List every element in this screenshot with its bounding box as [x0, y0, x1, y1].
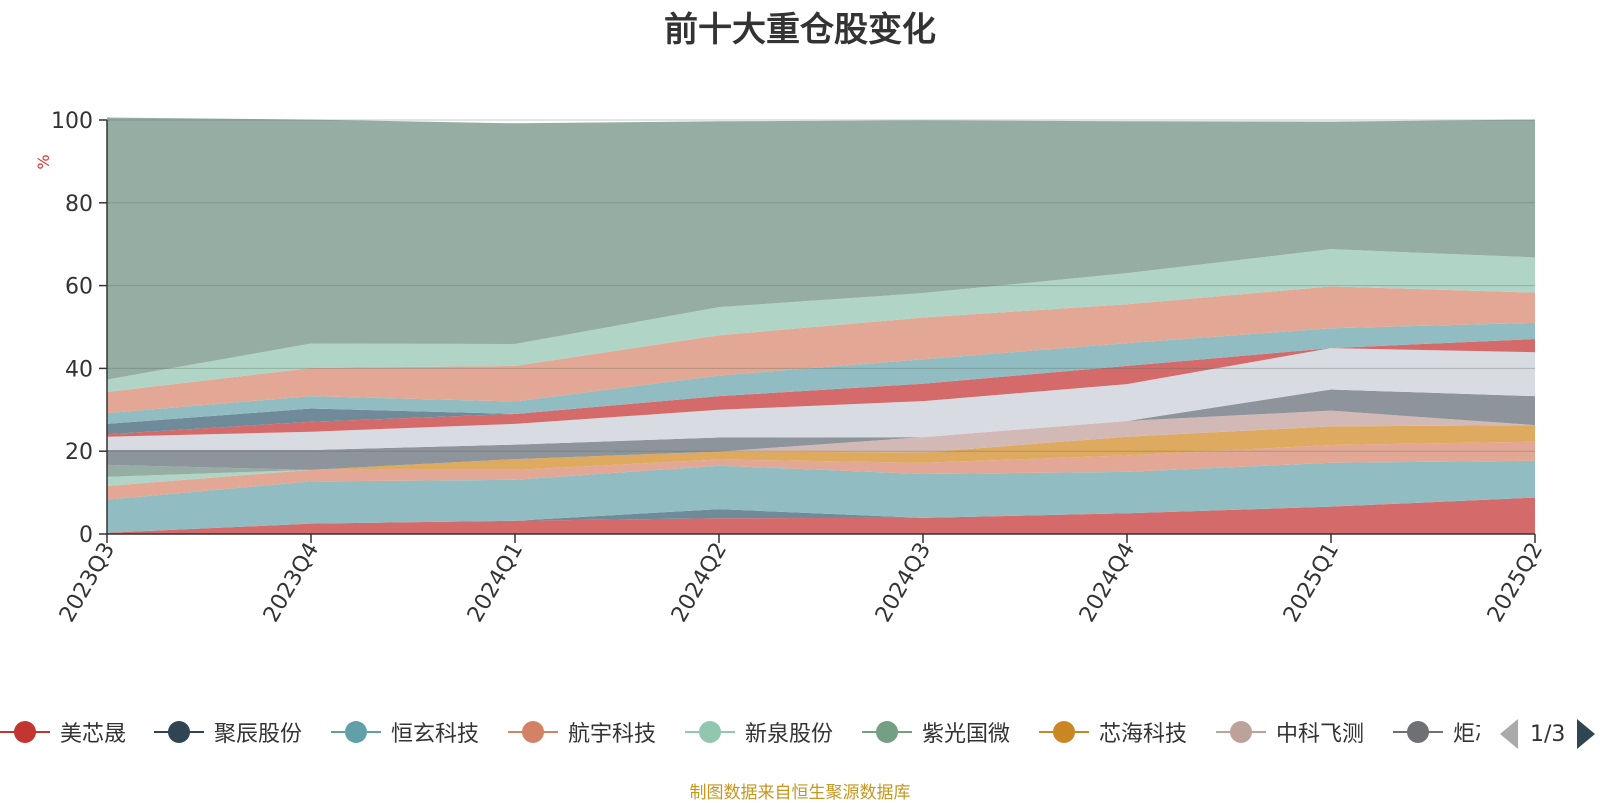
legend-swatch-icon: [1039, 721, 1089, 743]
legend-pager: 1/3: [1500, 716, 1596, 752]
legend-swatch-icon: [331, 721, 381, 743]
legend-item-0[interactable]: 美芯晟: [0, 712, 126, 752]
y-tick-label-80: 80: [65, 192, 93, 217]
legend-item-2[interactable]: 恒玄科技: [331, 712, 479, 752]
legend: 美芯晟 聚辰股份 恒玄科技 航宇科技 新泉股份 紫光国微 芯海科技 中科飞测 炬芯科技: [0, 712, 1480, 752]
legend-page-indicator: 1/3: [1530, 721, 1566, 747]
x-tick-label-2023Q4: 2023Q4: [259, 539, 324, 627]
legend-item-1[interactable]: 聚辰股份: [154, 712, 302, 752]
legend-prev-arrow-icon[interactable]: [1500, 719, 1518, 749]
chart-title: 前十大重仓股变化: [664, 10, 936, 50]
y-tick-label-20: 20: [65, 440, 93, 465]
x-tick-label-2024Q3: 2024Q3: [871, 539, 936, 627]
legend-label: 新泉股份: [745, 722, 834, 747]
legend-item-7[interactable]: 中科飞测: [1216, 712, 1364, 752]
legend-label: 聚辰股份: [214, 722, 303, 747]
legend-item-3[interactable]: 航宇科技: [508, 712, 656, 752]
legend-label: 中科飞测: [1276, 722, 1365, 747]
legend-item-8[interactable]: 炬芯科技: [1393, 712, 1480, 752]
area-series-7: [107, 410, 1535, 470]
x-tick-label-2024Q4: 2024Q4: [1075, 539, 1140, 627]
x-tick-label-2025Q2: 2025Q2: [1483, 539, 1548, 627]
area-series-3: [107, 441, 1535, 500]
area-series-8: [107, 389, 1535, 470]
legend-label: 航宇科技: [568, 722, 657, 747]
area-series-2: [107, 460, 1535, 533]
legend-swatch-icon: [685, 721, 735, 743]
area-series-0: [107, 497, 1535, 534]
area-series-1: [107, 497, 1535, 533]
legend-label: 美芯晟: [60, 722, 127, 747]
legend-label: 紫光国微: [922, 722, 1011, 747]
legend-item-6[interactable]: 芯海科技: [1039, 712, 1187, 752]
area-series-12: [107, 322, 1535, 424]
legend-label: 炬芯科技: [1453, 722, 1480, 747]
legend-label: 恒玄科技: [391, 722, 480, 747]
x-tick-label-2023Q3: 2023Q3: [55, 539, 120, 627]
area-series-10: [107, 339, 1535, 437]
area-series-11: [107, 339, 1535, 435]
x-tick-label-2024Q2: 2024Q2: [667, 539, 732, 627]
legend-swatch-icon: [0, 721, 50, 743]
area-series-14: [107, 249, 1535, 392]
area-series-15: [107, 117, 1535, 380]
area-series-9: [107, 348, 1535, 450]
area-series-13: [107, 286, 1535, 414]
source-note: 制图数据来自恒生聚源数据库: [689, 783, 911, 803]
y-axis-unit-label: %: [34, 154, 53, 169]
legend-label: 芯海科技: [1099, 722, 1188, 747]
legend-item-4[interactable]: 新泉股份: [685, 712, 833, 752]
x-tick-label-2024Q1: 2024Q1: [463, 539, 528, 627]
y-tick-label-40: 40: [65, 357, 93, 382]
x-tick-label-2025Q1: 2025Q1: [1279, 539, 1344, 627]
legend-swatch-icon: [862, 721, 912, 743]
legend-next-arrow-icon[interactable]: [1577, 719, 1596, 749]
y-tick-label-0: 0: [79, 523, 93, 548]
legend-swatch-icon: [508, 721, 558, 743]
area-series-6: [107, 425, 1535, 470]
legend-swatch-icon: [1216, 721, 1266, 743]
legend-swatch-icon: [154, 721, 204, 743]
stacked-area-chart: 0 20 40 60 80 100% 2023Q3 2023Q4 2024Q1 2024Q2 202…: [34, 109, 1548, 627]
y-tick-label-60: 60: [65, 275, 93, 300]
legend-item-5[interactable]: 紫光国微: [862, 712, 1010, 752]
legend-swatch-icon: [1393, 721, 1443, 743]
y-tick-label-100: 100: [51, 109, 93, 134]
